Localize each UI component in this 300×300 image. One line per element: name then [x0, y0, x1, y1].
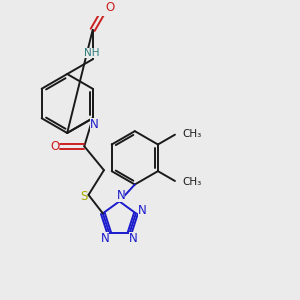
- Text: S: S: [80, 190, 87, 203]
- Text: N: N: [138, 204, 146, 217]
- Text: N: N: [90, 118, 98, 131]
- Text: CH₃: CH₃: [183, 177, 202, 187]
- Text: N: N: [116, 189, 125, 202]
- Text: NH: NH: [84, 48, 100, 58]
- Text: N: N: [129, 232, 137, 245]
- Text: N: N: [100, 232, 109, 245]
- Text: O: O: [105, 1, 114, 14]
- Text: CH₃: CH₃: [183, 129, 202, 139]
- Text: O: O: [50, 140, 59, 153]
